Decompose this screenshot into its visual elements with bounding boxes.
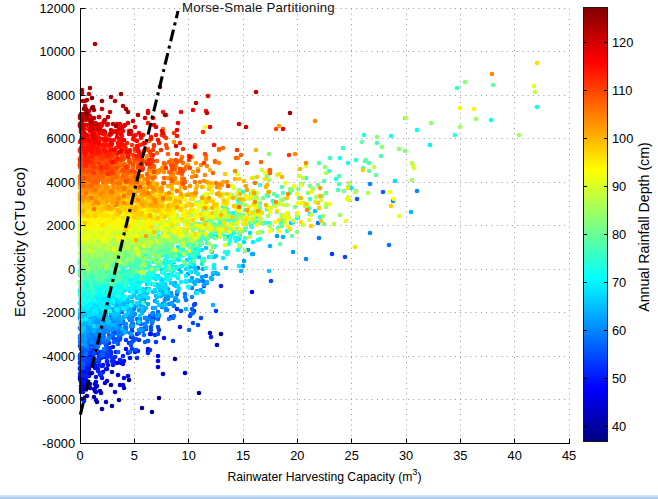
svg-text:12000: 12000 (39, 1, 75, 16)
svg-text:2000: 2000 (47, 218, 75, 233)
svg-text:0: 0 (76, 448, 83, 463)
svg-text:45: 45 (562, 448, 576, 463)
svg-text:70: 70 (612, 275, 626, 290)
svg-text:0: 0 (68, 262, 75, 277)
svg-text:120: 120 (612, 35, 633, 50)
svg-text:40: 40 (508, 448, 522, 463)
svg-text:40: 40 (612, 419, 626, 434)
svg-text:-8000: -8000 (42, 436, 75, 451)
svg-text:80: 80 (612, 227, 626, 242)
svg-text:100: 100 (612, 131, 633, 146)
svg-text:25: 25 (345, 448, 359, 463)
svg-text:-4000: -4000 (42, 349, 75, 364)
svg-text:30: 30 (399, 448, 413, 463)
svg-text:10000: 10000 (39, 44, 75, 59)
svg-text:4000: 4000 (47, 175, 75, 190)
svg-text:35: 35 (453, 448, 467, 463)
svg-text:8000: 8000 (47, 88, 75, 103)
svg-text:Annual Rainfall Depth (cm): Annual Rainfall Depth (cm) (636, 142, 652, 312)
svg-text:-2000: -2000 (42, 305, 75, 320)
svg-text:Morse-Smale Partitioning: Morse-Smale Partitioning (182, 0, 335, 15)
svg-text:15: 15 (236, 448, 250, 463)
svg-text:110: 110 (612, 83, 632, 98)
svg-text:Eco-toxicity (CTU eco): Eco-toxicity (CTU eco) (11, 167, 28, 317)
svg-text:5: 5 (131, 448, 138, 463)
svg-text:-6000: -6000 (42, 392, 75, 407)
svg-text:10: 10 (182, 448, 196, 463)
svg-text:20: 20 (290, 448, 304, 463)
svg-text:50: 50 (612, 371, 626, 386)
svg-text:Rainwater Harvesting Capacity: Rainwater Harvesting Capacity (m3) (227, 467, 421, 484)
svg-text:90: 90 (612, 179, 626, 194)
svg-text:60: 60 (612, 323, 626, 338)
svg-text:6000: 6000 (47, 131, 75, 146)
